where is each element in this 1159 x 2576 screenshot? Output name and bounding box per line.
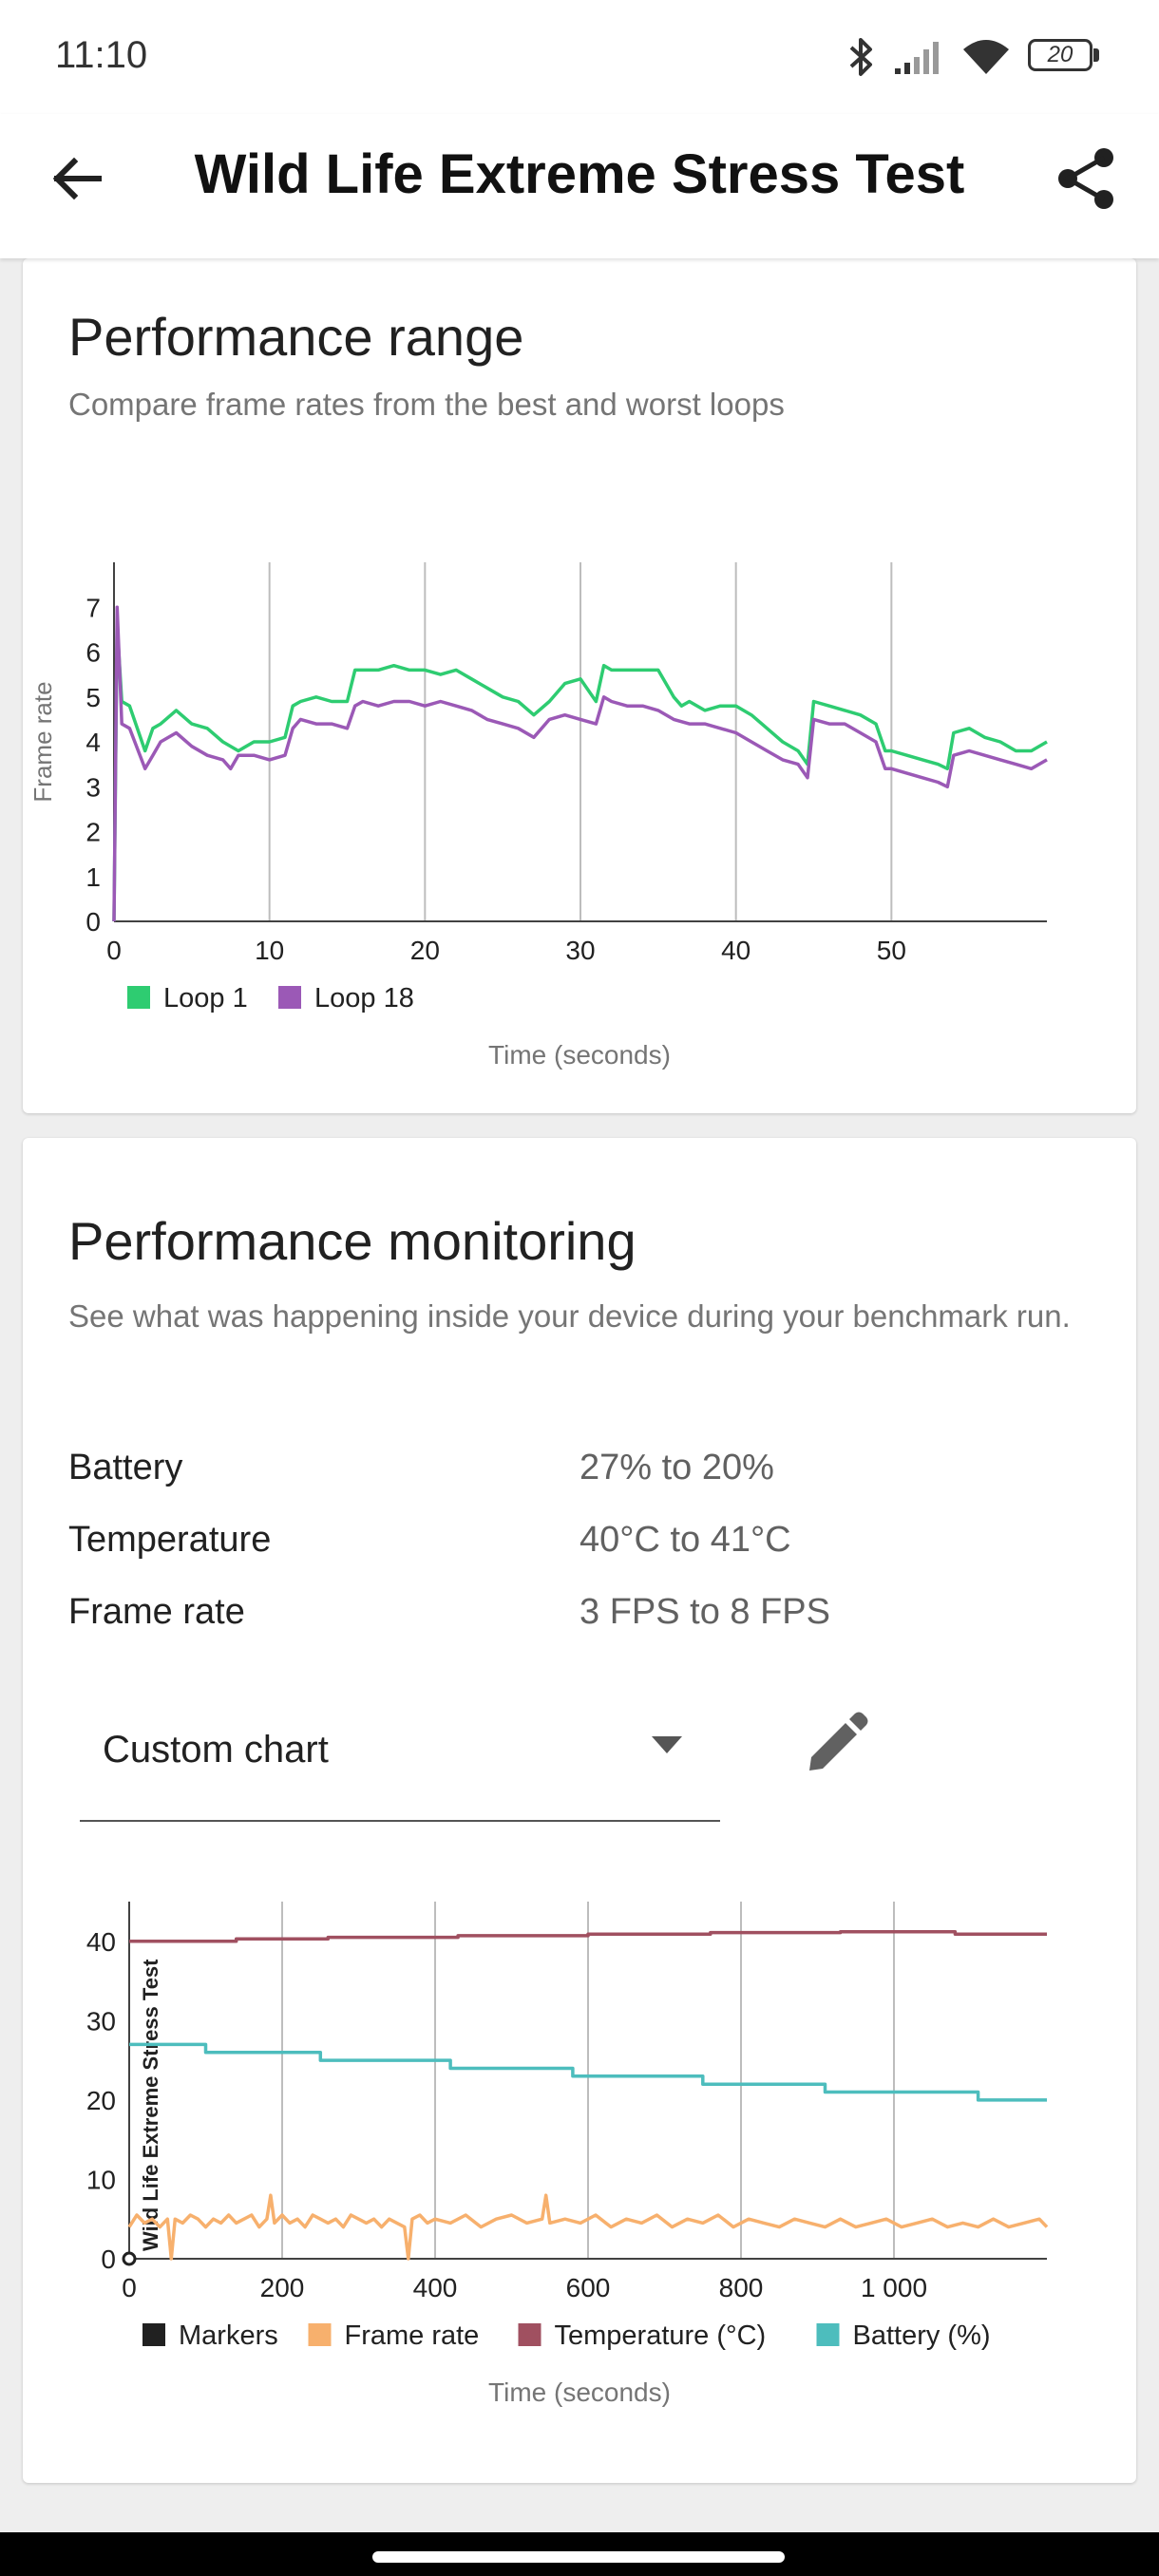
y-tick-label: 2 [86,818,101,847]
share-icon[interactable] [1053,144,1121,213]
marker-point [122,2251,137,2266]
stat-frame-rate-value: 3 FPS to 8 FPS [580,1592,830,1632]
wifi-icon [963,40,1009,74]
performance-range-chart: 0 10 20 30 40 50 0 1 2 3 4 5 6 7 Frame rate Loop 1 Loop … [28,562,1048,1070]
page-title: Wild Life Extreme Stress Test [194,143,965,205]
x-tick-label: 0 [122,2273,137,2302]
y-tick-label: 20 [86,2086,116,2115]
y-tick-label: 3 [86,772,101,802]
legend-swatch [142,2323,165,2346]
app-bar: Wild Life Extreme Stress Test [0,114,1159,258]
status-time: 11:10 [55,34,148,76]
navigation-bar [0,2532,1159,2576]
arrow-left-icon[interactable] [46,144,114,213]
legend-swatch [816,2323,840,2346]
performance-range-card: Performance range Compare frame rates fr… [23,258,1136,1113]
legend-label: Loop 1 [163,983,248,1013]
y-tick-label: 4 [86,728,101,757]
chevron-down-icon [652,1736,682,1753]
x-tick-label: 1 000 [861,2273,927,2302]
performance-range-subtitle: Compare frame rates from the best and wo… [68,387,785,422]
stat-frame-rate-label: Frame rate [68,1592,245,1632]
y-tick-label: 0 [86,907,101,937]
series-line-loop-18 [112,605,1048,922]
chart-type-dropdown-value: Custom chart [103,1729,329,1771]
battery-icon: 20 [1028,39,1102,75]
series-line-loop-1 [112,623,1048,922]
y-tick-label: 40 [86,1927,116,1957]
y-tick-label: 30 [86,2006,116,2036]
legend-label: Loop 18 [314,983,414,1013]
series-line-frame-rate [127,2193,1049,2261]
performance-monitoring-card: Performance monitoring See what was happ… [23,1138,1136,2483]
y-tick-label: 5 [86,683,101,712]
x-tick-label: 800 [719,2273,764,2302]
legend-label: Battery (%) [853,2320,991,2351]
x-tick-label: 10 [255,936,284,965]
performance-monitoring-chart: 0 200 400 600 800 1 000 0 10 20 30 40 Wild Life Ext… [86,1902,1049,2407]
stat-battery-value: 27% to 20% [580,1448,774,1487]
legend-swatch [127,986,150,1009]
x-axis-label: Time (seconds) [488,1040,671,1070]
series-line-temperature-c [129,1930,1047,1943]
status-icons: 20 [847,32,1102,82]
legend-swatch [308,2323,332,2346]
x-tick-label: 200 [260,2273,305,2302]
legend-label: Frame rate [345,2320,480,2351]
legend-label: Markers [179,2320,278,2351]
x-tick-label: 0 [106,936,122,965]
stat-temperature-value: 40°C to 41°C [580,1520,791,1560]
legend-swatch [518,2323,542,2346]
legend-swatch [278,986,301,1009]
performance-range-title: Performance range [68,307,524,367]
home-handle[interactable] [372,2551,785,2563]
x-tick-label: 20 [410,936,440,965]
performance-monitoring-title: Performance monitoring [68,1211,636,1271]
y-tick-label: 1 [86,862,101,892]
signal-icon [895,42,939,74]
status-bar: 11:10 20 [0,0,1159,114]
x-tick-label: 600 [566,2273,611,2302]
marker-label: Wild Life Extreme Stress Test [139,1959,162,2251]
series-line-battery [129,2042,1047,2102]
x-axis-label: Time (seconds) [488,2377,671,2407]
y-tick-label: 6 [86,638,101,668]
bluetooth-icon [849,38,872,76]
x-tick-label: 50 [877,936,906,965]
stat-temperature-label: Temperature [68,1520,272,1560]
y-tick-label: 7 [86,593,101,622]
y-tick-label: 10 [86,2165,116,2194]
x-tick-label: 30 [565,936,595,965]
chart-type-dropdown[interactable]: Custom chart [80,1700,720,1822]
y-tick-label: 0 [101,2245,116,2274]
battery-level: 20 [1047,42,1074,67]
legend-label: Temperature (°C) [555,2320,767,2351]
x-tick-label: 40 [721,936,750,965]
y-axis-label: Frame rate [28,681,57,802]
stat-battery-label: Battery [68,1448,183,1487]
pencil-icon[interactable] [800,1708,872,1780]
performance-monitoring-subtitle: See what was happening inside your devic… [68,1298,1071,1334]
x-tick-label: 400 [413,2273,458,2302]
